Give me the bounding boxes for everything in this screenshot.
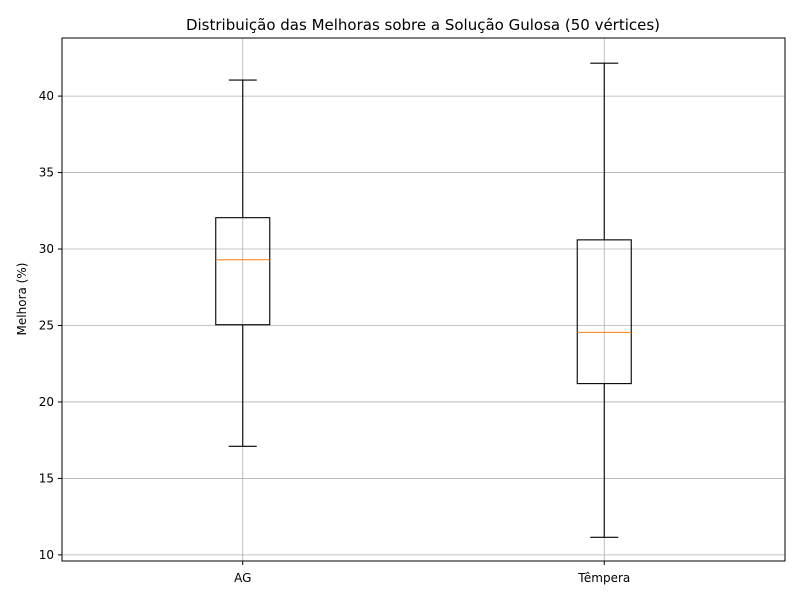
y-tick-label: 10 (39, 548, 54, 562)
y-tick-label: 25 (39, 318, 54, 332)
tick-layer: 10 15 20 25 30 35 40 AG Têmpera (39, 89, 631, 585)
x-tick-label: Têmpera (577, 571, 630, 585)
y-tick-label: 30 (39, 242, 54, 256)
iqr-box (215, 217, 271, 326)
x-tick-label: AG (234, 571, 251, 585)
y-axis-label: Melhora (%) (15, 263, 29, 336)
box-2 (576, 62, 632, 538)
y-tick-label: 20 (39, 395, 54, 409)
box-layer (215, 62, 632, 538)
chart-title: Distribuição das Melhoras sobre a Soluçã… (186, 16, 660, 34)
y-tick-label: 40 (39, 89, 54, 103)
iqr-box (576, 239, 632, 385)
y-tick-label: 35 (39, 166, 54, 180)
box-1 (215, 79, 271, 447)
y-tick-label: 15 (39, 471, 54, 485)
plot-frame (61, 37, 786, 562)
grid-layer (62, 38, 785, 561)
